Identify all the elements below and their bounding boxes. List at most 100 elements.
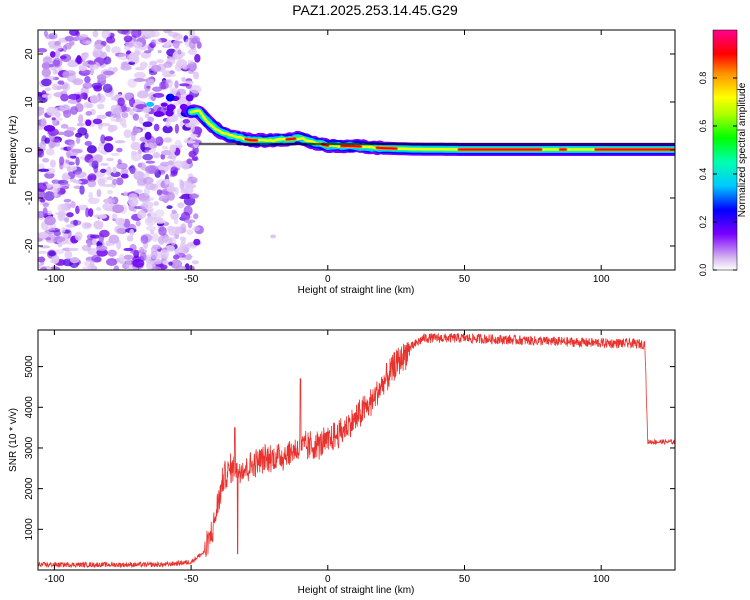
noise-blob <box>87 241 92 248</box>
noise-blob <box>170 211 179 220</box>
noise-blob <box>143 30 156 38</box>
noise-blob <box>183 219 196 224</box>
spectrogram-y-label: Frequency (Hz) <box>8 116 19 185</box>
noise-blob <box>142 176 154 185</box>
noise-blob <box>129 228 135 237</box>
noise-blob <box>143 50 152 54</box>
ridge-blob <box>165 93 175 102</box>
noise-blob <box>68 93 81 100</box>
noise-blob <box>58 156 65 166</box>
noise-blob <box>80 92 88 100</box>
noise-blob <box>112 204 124 214</box>
ridge-blob <box>153 111 165 117</box>
noise-blob <box>44 216 56 226</box>
noise-blob <box>112 166 117 174</box>
noise-blob <box>176 59 188 69</box>
noise-blob <box>62 71 70 78</box>
noise-blob <box>163 41 170 48</box>
colorbar-tick-label: 0.6 <box>698 120 708 133</box>
noise-blob <box>133 50 140 58</box>
noise-blob <box>145 160 156 164</box>
noise-blob <box>103 197 116 205</box>
noise-blob <box>188 30 196 39</box>
noise-blob <box>156 59 165 64</box>
noise-blob <box>172 226 182 235</box>
noise-blob <box>108 234 120 245</box>
noise-blob <box>110 171 121 178</box>
noise-blob <box>145 165 157 175</box>
noise-blob <box>139 197 151 203</box>
ridge-blob <box>160 102 168 107</box>
noise-blob <box>75 137 81 144</box>
noise-blob <box>66 149 72 159</box>
noise-blob <box>131 30 142 38</box>
snr-plot-area <box>38 332 675 569</box>
noise-blob <box>91 238 97 246</box>
noise-blob <box>54 111 61 118</box>
noise-blob <box>132 125 138 136</box>
noise-blob <box>144 131 152 140</box>
noise-blob <box>174 47 182 55</box>
noise-blob <box>88 191 94 200</box>
noise-blob <box>65 159 70 164</box>
noise-blob <box>132 41 143 49</box>
noise-blob <box>121 111 129 119</box>
noise-blob <box>179 236 187 241</box>
noise-blob <box>44 87 51 92</box>
noise-blob <box>69 151 78 156</box>
noise-blob <box>87 175 93 182</box>
noise-blob <box>134 71 146 79</box>
noise-blob <box>166 187 177 193</box>
noise-blob <box>134 189 143 194</box>
noise-blob <box>139 61 148 69</box>
noise-blob <box>111 213 118 219</box>
noise-blob <box>114 140 126 144</box>
y-tick-label: 10 <box>24 96 35 108</box>
noise-blob <box>150 250 158 260</box>
noise-blob <box>106 157 115 162</box>
noise-blob <box>89 94 99 104</box>
noise-blob <box>86 145 97 154</box>
noise-blob <box>82 82 93 89</box>
noise-blob <box>85 207 90 218</box>
noise-blob <box>102 83 113 93</box>
noise-blob <box>116 162 128 170</box>
colorbar-frame <box>712 29 738 271</box>
noise-blob <box>117 30 129 35</box>
noise-blob <box>147 78 155 86</box>
noise-blob <box>123 45 131 51</box>
noise-blob <box>81 266 94 270</box>
noise-blob <box>144 82 151 92</box>
noise-blob <box>123 191 128 197</box>
noise-blob <box>73 219 78 226</box>
noise-blob <box>127 196 139 207</box>
noise-blob <box>59 183 70 188</box>
noise-blob <box>77 127 88 136</box>
noise-blob <box>70 201 76 209</box>
noise-blob <box>67 203 72 209</box>
noise-blob <box>81 53 89 60</box>
noise-blob <box>99 229 110 238</box>
noise-blob <box>190 84 202 94</box>
noise-blob <box>91 254 101 263</box>
noise-blob <box>181 77 187 82</box>
noise-blob <box>123 247 134 252</box>
noise-blob <box>100 134 106 144</box>
noise-blob <box>167 191 175 202</box>
noise-blob <box>142 106 150 114</box>
noise-blob <box>151 266 162 270</box>
noise-blob <box>95 245 108 252</box>
noise-blob <box>44 92 53 100</box>
noise-blob <box>105 166 112 176</box>
noise-blob <box>152 92 165 98</box>
noise-blob <box>38 191 46 199</box>
noise-blob <box>61 83 69 90</box>
noise-blob <box>41 94 47 98</box>
noise-blob <box>46 210 53 216</box>
snr-x-label: Height of straight line (km) <box>298 585 415 596</box>
noise-blob <box>96 176 108 184</box>
noise-blob <box>54 249 65 255</box>
noise-blob <box>111 152 120 156</box>
noise-blob <box>107 124 115 133</box>
ridge-blob <box>146 101 155 107</box>
